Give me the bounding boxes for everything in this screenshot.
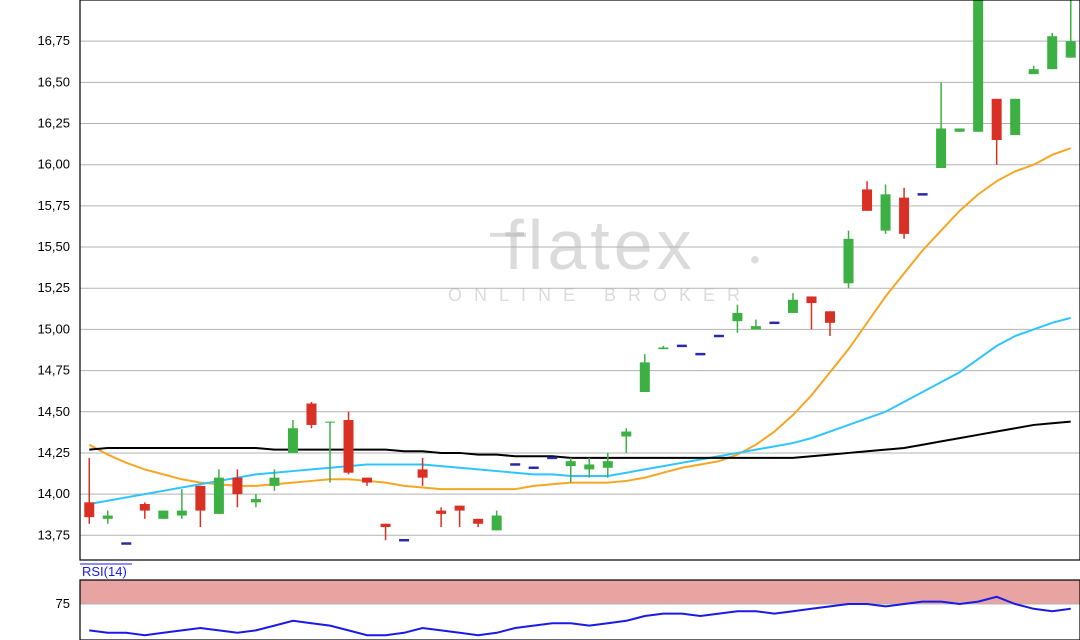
y-axis-label: 14,25: [37, 445, 70, 460]
candle: [306, 402, 316, 428]
rsi-panel: RSI(14) 75: [56, 564, 1080, 640]
y-axis-label: 15,00: [37, 321, 70, 336]
svg-text:flatex: flatex: [504, 206, 695, 284]
y-axis-label: 16,00: [37, 157, 70, 172]
candle: [844, 231, 854, 289]
svg-text:•: •: [750, 244, 764, 275]
candle: [955, 128, 965, 131]
y-axis-label: 16,50: [37, 74, 70, 89]
y-axis-label: 16,25: [37, 116, 70, 131]
chart-root: 13,75 14,00 14,25 14,50 14,75 15,00 15,25 15,50…: [0, 0, 1080, 640]
y-axis-label: 15,75: [37, 198, 70, 213]
svg-text:ONLINE BROKER: ONLINE BROKER: [448, 285, 752, 305]
y-axis-label: 14,00: [37, 486, 70, 501]
y-axis-label: 15,50: [37, 239, 70, 254]
candle: [344, 412, 354, 475]
rsi-y-label: 75: [56, 596, 70, 611]
candle: [158, 511, 168, 519]
candle: [1010, 99, 1020, 135]
y-axis-label: 15,25: [37, 280, 70, 295]
rsi-overbought-band: [80, 580, 1080, 604]
candle: [973, 0, 983, 132]
candle: [1047, 33, 1057, 69]
y-axis-label: 14,50: [37, 404, 70, 419]
rsi-label: RSI(14): [82, 564, 127, 579]
y-axis-label: 16,75: [37, 33, 70, 48]
y-axis-label: 14,75: [37, 363, 70, 378]
price-chart: 13,75 14,00 14,25 14,50 14,75 15,00 15,25 15,50…: [37, 0, 1080, 560]
y-axis-label: 13,75: [37, 527, 70, 542]
